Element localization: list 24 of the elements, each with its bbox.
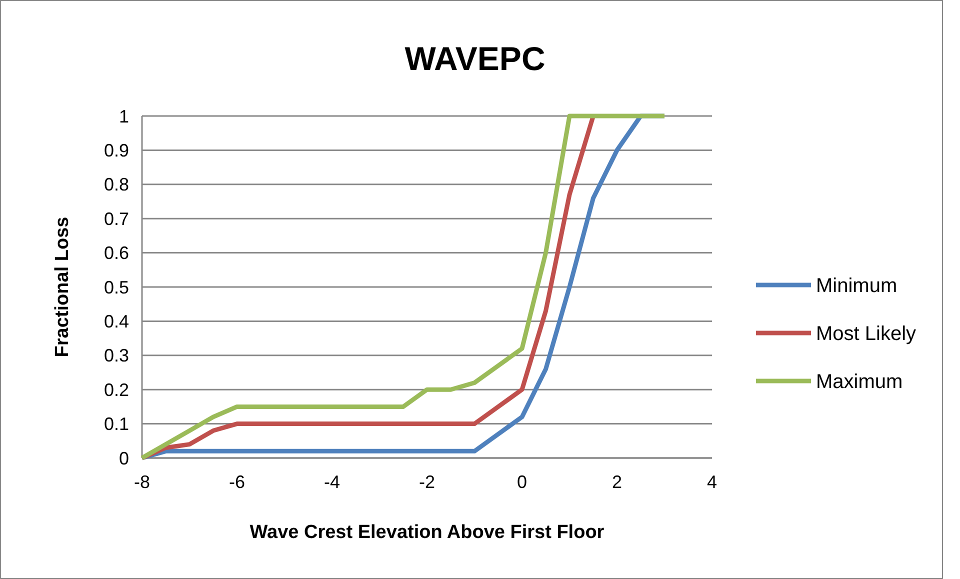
y-tick-label: 0 (118, 448, 129, 468)
y-tick-label: 1 (118, 106, 129, 126)
y-tick-label: 0.2 (104, 380, 129, 400)
x-tick-label: -8 (134, 472, 150, 492)
x-tick-label: -6 (228, 472, 246, 492)
legend-label: Maximum (816, 371, 903, 393)
y-tick-label: 0.1 (104, 414, 129, 434)
x-tick-label: 0 (516, 472, 528, 492)
y-tick-label: 0.5 (104, 277, 129, 298)
x-axis-title: Wave Crest Elevation Above First Floor (250, 522, 605, 543)
x-tick-label: -4 (324, 472, 340, 492)
y-tick-label: 0.4 (104, 312, 129, 332)
legend-label: Most Likely (816, 323, 916, 345)
x-tick-label: 4 (706, 472, 718, 492)
chart-title: WAVEPC (404, 40, 546, 77)
y-tick-label: 0.8 (104, 174, 129, 195)
y-axis-title: Fractional Loss (52, 216, 73, 358)
y-tick-label: 0.9 (104, 140, 129, 160)
y-tick-label: 0.3 (104, 346, 129, 366)
legend-label: Minimum (816, 275, 898, 297)
x-tick-label: -2 (418, 472, 436, 492)
x-tick-label: 2 (612, 472, 622, 492)
y-tick-label: 0.6 (104, 243, 129, 264)
y-tick-label: 0.7 (104, 208, 129, 229)
